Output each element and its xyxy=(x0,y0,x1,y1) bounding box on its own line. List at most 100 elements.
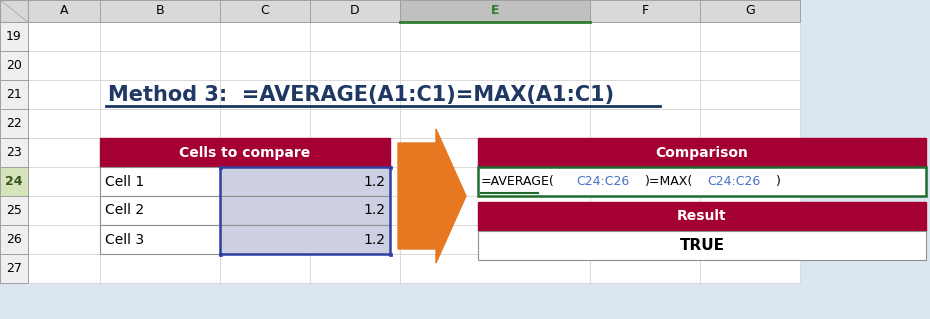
Bar xyxy=(219,166,221,168)
Bar xyxy=(310,254,400,283)
Text: Cell 3: Cell 3 xyxy=(105,233,144,247)
Bar xyxy=(28,51,100,80)
Bar xyxy=(28,109,100,138)
Bar xyxy=(590,22,700,51)
Bar xyxy=(700,22,800,51)
Bar xyxy=(28,225,100,254)
Bar xyxy=(220,51,310,80)
Bar xyxy=(28,22,800,283)
Bar xyxy=(400,80,590,109)
Text: Cell 1: Cell 1 xyxy=(105,174,144,189)
Bar xyxy=(700,254,800,283)
Text: 20: 20 xyxy=(7,59,22,72)
Bar xyxy=(478,202,926,231)
Bar xyxy=(100,225,220,254)
Bar xyxy=(0,80,28,109)
Bar xyxy=(28,22,100,51)
Bar xyxy=(590,254,700,283)
Text: D: D xyxy=(351,4,360,18)
Bar xyxy=(220,196,390,225)
Bar xyxy=(220,138,310,167)
Bar xyxy=(310,109,400,138)
Text: G: G xyxy=(745,4,755,18)
Bar xyxy=(0,0,28,22)
Bar xyxy=(590,80,700,109)
Bar xyxy=(389,166,392,168)
Bar xyxy=(28,167,100,196)
Bar xyxy=(400,0,590,22)
Text: 25: 25 xyxy=(7,204,22,217)
Bar xyxy=(400,196,590,225)
Bar xyxy=(220,225,390,254)
Bar xyxy=(100,138,220,167)
Bar xyxy=(0,22,28,51)
Bar xyxy=(400,51,590,80)
Bar xyxy=(100,138,390,167)
Bar xyxy=(590,109,700,138)
Bar xyxy=(28,138,100,167)
Bar xyxy=(478,231,926,260)
Text: Cell 2: Cell 2 xyxy=(105,204,144,218)
Text: =AVERAGE(: =AVERAGE( xyxy=(481,175,555,188)
Bar xyxy=(100,109,220,138)
Text: C24:C26: C24:C26 xyxy=(707,175,761,188)
Bar xyxy=(478,167,926,196)
Bar xyxy=(0,254,28,283)
Bar xyxy=(310,138,400,167)
Text: )=MAX(: )=MAX( xyxy=(644,175,693,188)
Text: C: C xyxy=(260,4,270,18)
Bar xyxy=(100,196,220,225)
Bar xyxy=(400,225,590,254)
Bar xyxy=(590,51,700,80)
Bar xyxy=(0,196,28,225)
Bar xyxy=(700,0,800,22)
Bar xyxy=(220,0,310,22)
Text: 23: 23 xyxy=(7,146,22,159)
Bar xyxy=(310,196,400,225)
Bar xyxy=(100,167,220,196)
Bar xyxy=(310,167,400,196)
Bar xyxy=(590,167,700,196)
Text: F: F xyxy=(642,4,648,18)
Bar xyxy=(0,225,28,254)
Bar xyxy=(220,80,310,109)
Bar xyxy=(700,225,800,254)
Bar xyxy=(310,225,400,254)
Bar xyxy=(100,80,220,109)
Bar xyxy=(400,22,590,51)
Text: 19: 19 xyxy=(7,30,22,43)
Bar xyxy=(220,225,310,254)
Bar xyxy=(220,167,390,196)
Bar xyxy=(590,138,700,167)
Text: A: A xyxy=(60,4,68,18)
Text: Result: Result xyxy=(677,210,727,224)
Bar xyxy=(220,167,310,196)
Bar xyxy=(389,253,392,256)
Bar xyxy=(28,0,100,22)
Bar xyxy=(310,22,400,51)
Bar xyxy=(590,0,700,22)
Polygon shape xyxy=(398,129,466,263)
Text: B: B xyxy=(155,4,165,18)
Text: C24:C26: C24:C26 xyxy=(577,175,630,188)
Text: TRUE: TRUE xyxy=(680,238,724,253)
Bar xyxy=(219,253,221,256)
Bar xyxy=(400,254,590,283)
Text: 27: 27 xyxy=(7,262,22,275)
Bar xyxy=(700,109,800,138)
Bar xyxy=(700,167,800,196)
Text: Comparison: Comparison xyxy=(656,145,749,160)
Bar xyxy=(28,196,100,225)
Bar xyxy=(220,196,310,225)
Bar xyxy=(100,196,220,225)
Text: E: E xyxy=(491,4,499,18)
Bar xyxy=(220,254,310,283)
Bar xyxy=(400,109,590,138)
Bar xyxy=(590,225,700,254)
Text: 21: 21 xyxy=(7,88,22,101)
Text: Cells to compare: Cells to compare xyxy=(179,145,311,160)
Bar xyxy=(310,80,400,109)
Bar xyxy=(400,138,590,167)
Bar xyxy=(220,22,310,51)
Bar xyxy=(0,51,28,80)
